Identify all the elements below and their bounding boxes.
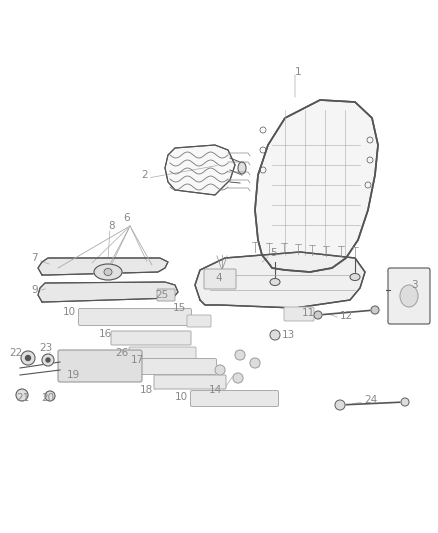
Text: 25: 25 [155,290,168,300]
FancyBboxPatch shape [388,268,430,324]
FancyBboxPatch shape [191,391,279,407]
Text: 10: 10 [175,392,188,402]
Polygon shape [165,145,235,195]
Text: 23: 23 [39,343,52,353]
Text: 9: 9 [32,285,38,295]
Text: 20: 20 [41,393,54,403]
FancyBboxPatch shape [111,331,191,345]
Text: 13: 13 [282,330,295,340]
Text: 3: 3 [411,280,418,290]
FancyBboxPatch shape [78,309,191,326]
Text: 26: 26 [115,348,128,358]
Text: 5: 5 [270,248,277,258]
Text: 21: 21 [16,393,29,403]
FancyBboxPatch shape [138,359,216,375]
Text: 11: 11 [302,308,315,318]
Circle shape [46,358,50,362]
Ellipse shape [238,162,246,174]
Text: 18: 18 [140,385,153,395]
Text: 7: 7 [32,253,38,263]
Ellipse shape [94,264,122,280]
Circle shape [250,358,260,368]
Circle shape [235,350,245,360]
FancyBboxPatch shape [129,347,196,359]
FancyBboxPatch shape [204,269,236,289]
Circle shape [215,365,225,375]
FancyBboxPatch shape [58,350,142,382]
Polygon shape [255,100,378,272]
Circle shape [314,311,322,319]
Text: 19: 19 [67,370,80,380]
Circle shape [335,400,345,410]
Text: 15: 15 [173,303,186,313]
FancyBboxPatch shape [187,315,211,327]
Ellipse shape [104,269,112,276]
Text: 12: 12 [340,311,353,321]
Polygon shape [195,252,365,308]
Circle shape [401,398,409,406]
Text: 8: 8 [108,221,115,231]
FancyBboxPatch shape [154,375,226,389]
Ellipse shape [270,279,280,286]
Circle shape [371,306,379,314]
Text: 14: 14 [209,385,222,395]
Circle shape [270,330,280,340]
Text: 1: 1 [295,67,302,77]
Text: 10: 10 [63,307,76,317]
FancyBboxPatch shape [284,307,314,321]
Text: 17: 17 [131,355,144,365]
Circle shape [16,389,28,401]
Polygon shape [38,258,168,275]
Ellipse shape [400,285,418,307]
Text: 4: 4 [215,273,222,283]
Polygon shape [38,282,178,302]
Text: 2: 2 [141,170,148,180]
Text: 24: 24 [364,395,377,405]
Circle shape [45,391,55,401]
Text: 16: 16 [99,329,112,339]
Text: 6: 6 [124,213,130,223]
Circle shape [233,373,243,383]
Circle shape [25,356,31,360]
Circle shape [42,354,54,366]
Text: 22: 22 [9,348,22,358]
FancyBboxPatch shape [157,289,175,301]
Circle shape [21,351,35,365]
Ellipse shape [350,273,360,280]
